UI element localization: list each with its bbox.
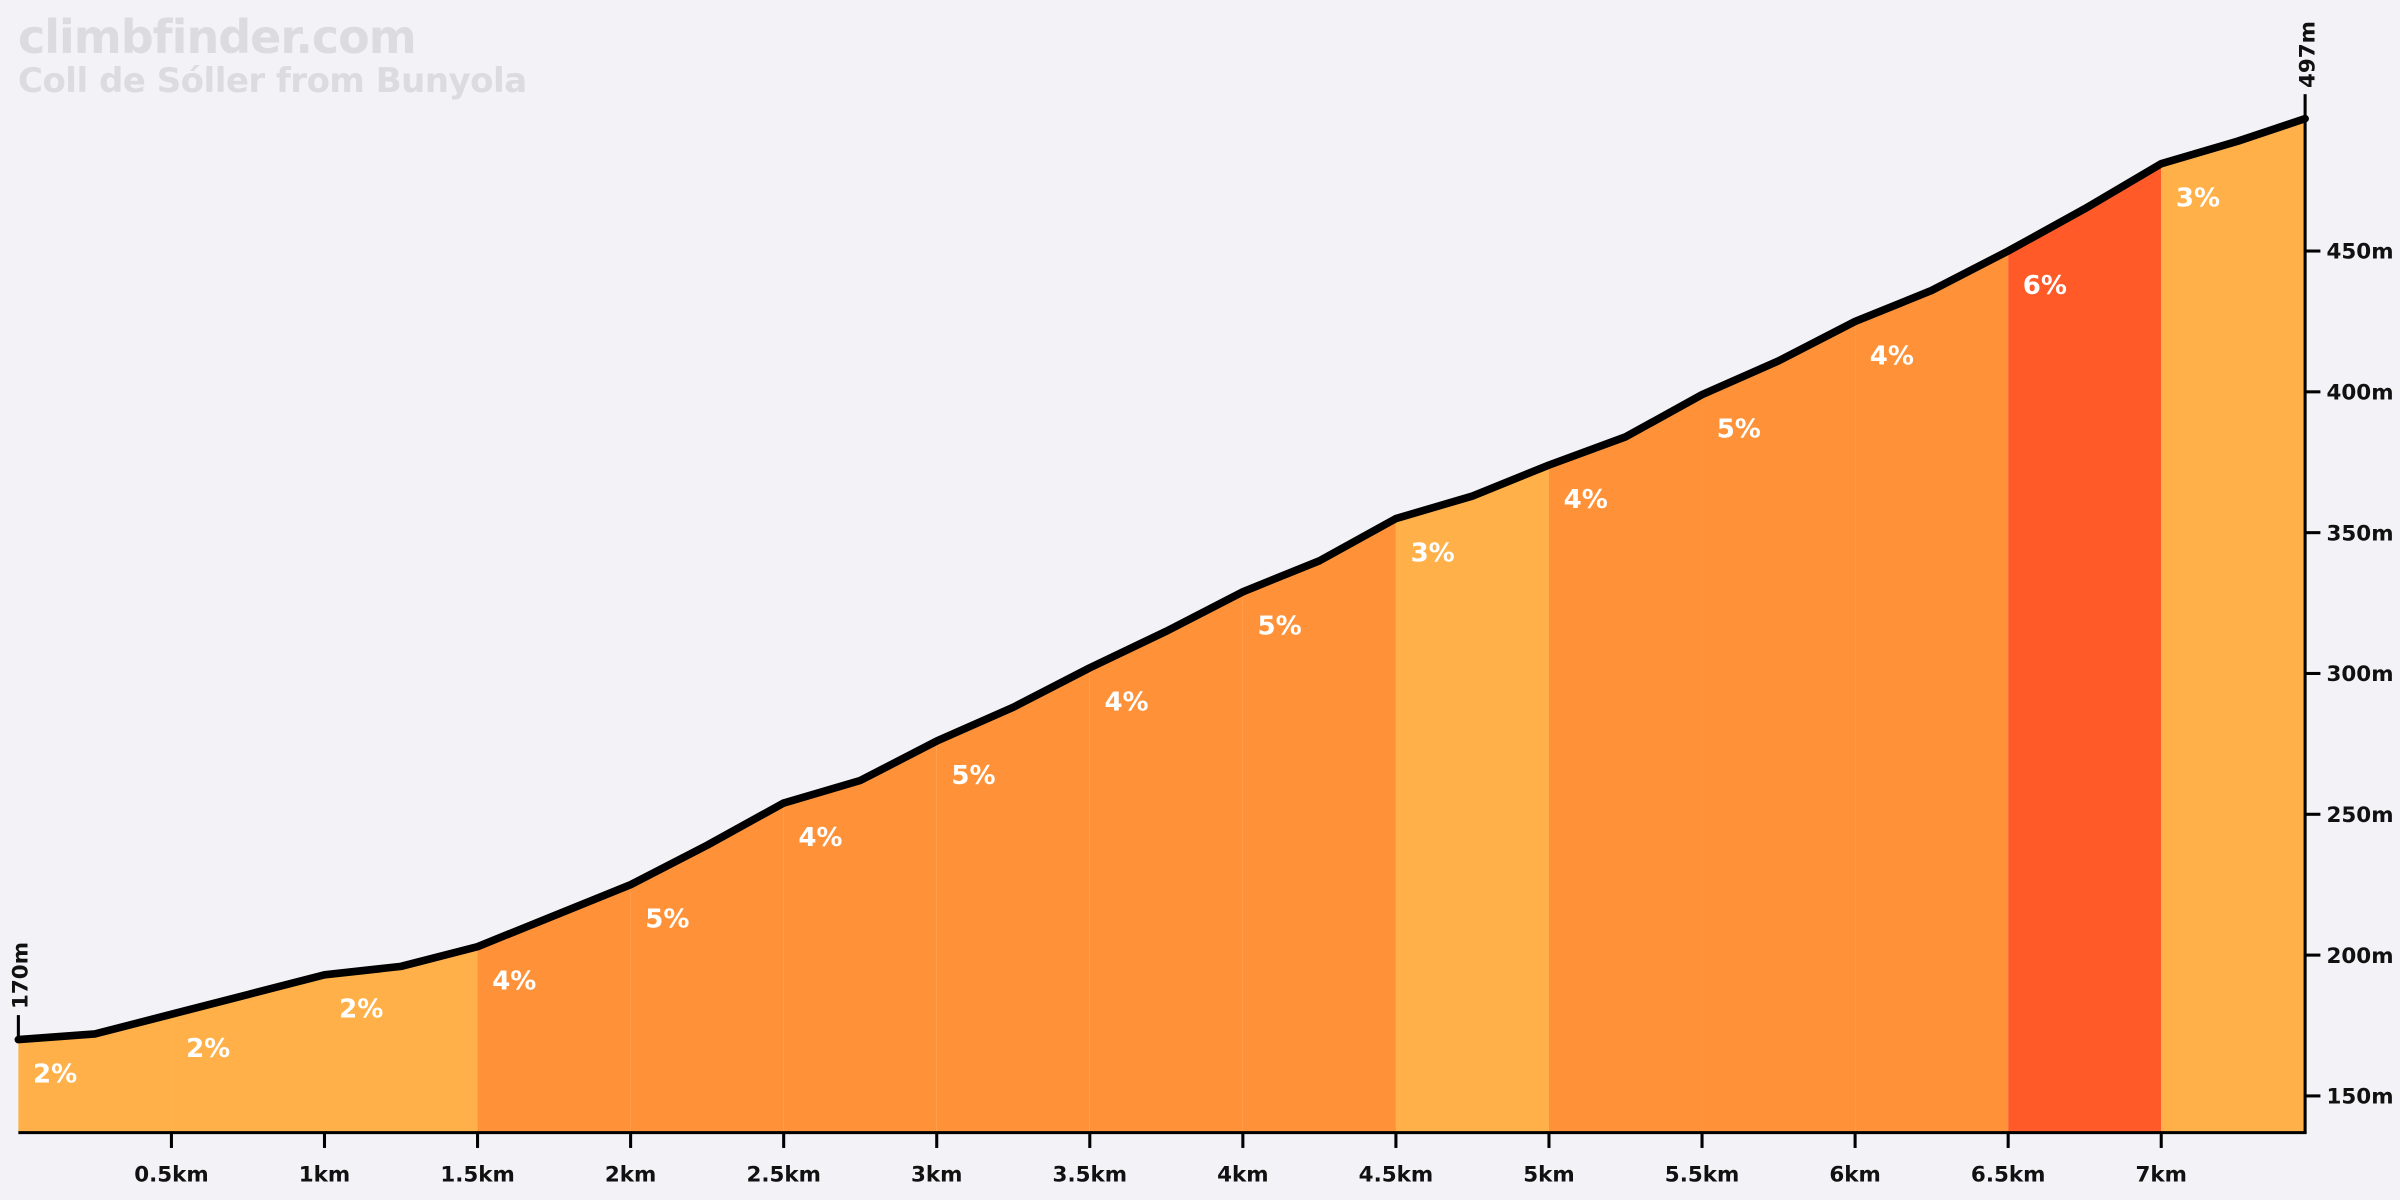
y-tick-label: 350m (2327, 521, 2394, 546)
x-tick-label: 4km (1217, 1163, 1268, 1188)
climb-title: Coll de Sóller from Bunyola (18, 61, 527, 101)
gradient-label: 2% (186, 1034, 230, 1064)
brand-watermark: climbfinder.com Coll de Sóller from Buny… (18, 14, 527, 98)
y-tick-label: 250m (2327, 803, 2394, 828)
gradient-label: 5% (645, 905, 689, 935)
gradient-label: 3% (1411, 538, 1455, 568)
x-tick-label: 7km (2136, 1163, 2187, 1188)
gradient-segment (1395, 465, 1549, 1133)
start-elevation-label: 170m (9, 942, 34, 1009)
x-tick-label: 3.5km (1053, 1163, 1127, 1188)
gradient-segment (2008, 163, 2162, 1133)
gradient-segment (18, 1014, 172, 1133)
gradient-segment (783, 741, 937, 1133)
gradient-label: 5% (1717, 415, 1761, 445)
gradient-labels: 2% 2% 2% 4% 5% 4% 5% 4% 5% 3% 4% 5% 4% 6% 3% (33, 184, 2220, 1090)
x-tick-label: 0.5km (134, 1163, 208, 1188)
x-tick-label: 2km (605, 1163, 656, 1188)
gradient-segment (630, 803, 784, 1133)
gradient-segment (1855, 251, 2009, 1133)
x-tick-label: 2.5km (746, 1163, 820, 1188)
gradient-segment (1089, 591, 1243, 1133)
gradient-label: 4% (1564, 485, 1608, 515)
x-tick-label: 3km (911, 1163, 962, 1188)
x-tick-label: 5km (1523, 1163, 1574, 1188)
x-tick-label: 5.5km (1665, 1163, 1739, 1188)
gradient-label: 4% (798, 823, 842, 853)
elevation-line (14, 114, 2309, 1044)
gradient-segment (171, 974, 325, 1133)
gradient-label: 5% (1258, 612, 1302, 642)
gradient-segment (936, 667, 1090, 1133)
gradient-label: 4% (492, 967, 536, 997)
gradient-label: 6% (2023, 271, 2067, 301)
y-tick-label: 200m (2327, 944, 2394, 969)
gradient-segment (1242, 518, 1396, 1133)
site-name: climbfinder.com (18, 10, 417, 64)
gradient-label: 4% (1104, 688, 1148, 718)
y-tick-label: 400m (2327, 380, 2394, 405)
y-tick-label: 450m (2327, 240, 2394, 265)
gradient-label: 2% (33, 1059, 77, 1089)
y-tick-label: 300m (2327, 662, 2394, 687)
axes: 0.5km 1km 1.5km 2km 2.5km 3km 3.5km 4km 4.5km 5km… (9, 21, 2394, 1188)
gradient-label: 2% (339, 995, 383, 1025)
x-tick-label: 1.5km (440, 1163, 514, 1188)
gradient-segment (477, 884, 631, 1133)
gradient-label: 3% (2176, 184, 2220, 214)
gradient-segment (1702, 321, 1856, 1133)
gradient-segment (2161, 118, 2306, 1133)
gradient-label: 4% (1870, 341, 1914, 371)
x-tick-label: 1km (299, 1163, 350, 1188)
x-tick-label: 6.5km (1971, 1163, 2045, 1188)
x-tick-label: 4.5km (1359, 1163, 1433, 1188)
gradient-segments (18, 118, 2306, 1133)
gradient-segment (1548, 394, 1703, 1133)
gradient-label: 5% (951, 761, 995, 791)
y-tick-label: 150m (2327, 1085, 2394, 1110)
gradient-segment (324, 946, 478, 1133)
x-tick-label: 6km (1829, 1163, 1880, 1188)
end-elevation-label: 497m (2295, 21, 2320, 88)
